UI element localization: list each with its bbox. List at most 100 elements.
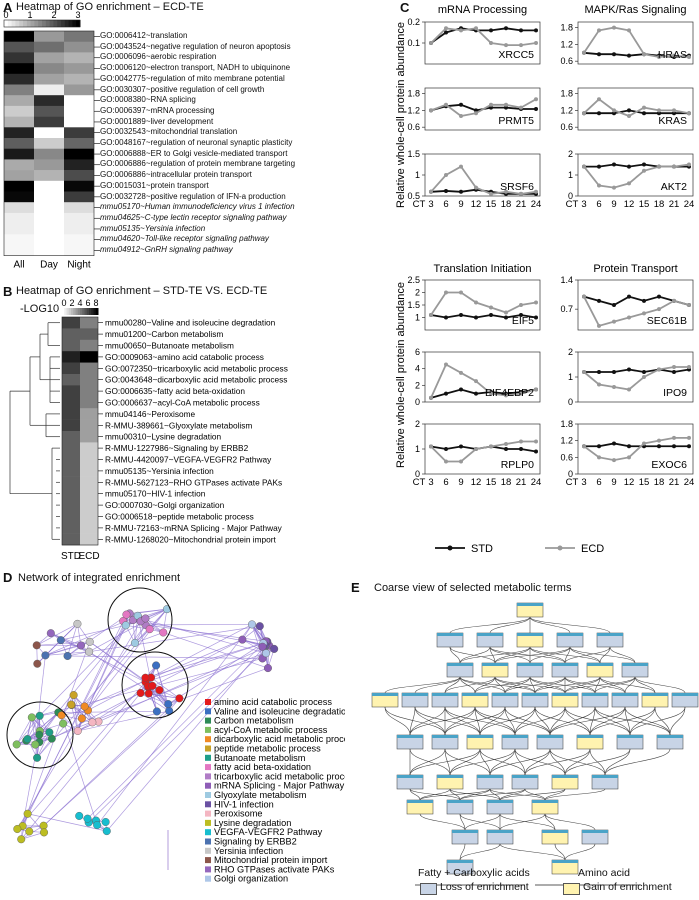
hierarchy-term-header (477, 633, 503, 636)
network-node (88, 718, 97, 727)
heatmap-b-cell (80, 419, 98, 432)
series-point-std (519, 447, 523, 451)
heatmap-a-cell (64, 41, 94, 53)
hierarchy-edge (504, 706, 551, 736)
y-tick-label: 1.2 (560, 436, 573, 446)
series-point-ecd (429, 41, 433, 45)
series-point-std (672, 111, 676, 116)
y-tick-label: 1 (415, 313, 420, 323)
heatmap-a-cell (64, 116, 94, 128)
scale-b-step (95, 308, 99, 315)
group-label-fatty-carboxylic: Fatty + Carboxylic acids (418, 867, 530, 879)
network-edge (36, 732, 50, 758)
series-point-std (534, 28, 538, 33)
hierarchy-edge (489, 646, 566, 664)
hierarchy-term-header (657, 735, 683, 738)
hierarchy-term-header (502, 735, 528, 738)
hierarchy-term-header (467, 735, 493, 738)
series-point-ecd (612, 385, 616, 389)
series-point-ecd (657, 367, 661, 372)
heatmap-a-cell (4, 73, 34, 85)
network-edge (137, 615, 158, 712)
network-node (17, 835, 26, 844)
hierarchy-term-header (597, 633, 623, 636)
hierarchy-edge (459, 788, 526, 801)
network-edge (140, 692, 170, 712)
hierarchy-edge (529, 676, 536, 694)
series-point-std (504, 26, 508, 31)
network-legend-swatch (205, 736, 211, 743)
hierarchy-edge (489, 748, 551, 776)
series-point-ecd (519, 43, 523, 48)
heatmap-a-cell (34, 245, 64, 256)
network-legend-swatch (205, 717, 211, 724)
hierarchy-edge (634, 676, 656, 694)
network-edge (88, 645, 270, 823)
series-point-ecd (474, 379, 478, 384)
series-point-std (642, 298, 646, 303)
scale-a-step (42, 20, 47, 27)
y-tick-label: 2 (415, 419, 420, 429)
hierarchy-edge (464, 813, 501, 831)
network-edge (87, 643, 264, 819)
scale-b-step (64, 308, 67, 315)
heatmap-a-row-label: GO:0042775~regulation of mito membrane p… (100, 73, 285, 83)
network-edge (43, 710, 170, 826)
series-point-ecd (597, 455, 601, 460)
network-legend-label: Signaling by ERBB2 (214, 837, 297, 847)
series-point-std (597, 164, 601, 169)
hierarchy-term-header (672, 693, 698, 696)
x-tick-label: 3 (428, 199, 433, 210)
network-legend-label: Butanoate metabolism (214, 753, 306, 763)
heatmap-a-cell (34, 170, 64, 182)
y-tick-label: 1.8 (560, 419, 573, 429)
heatmap-a-cell (4, 52, 34, 64)
y-tick-label: 1 (568, 372, 573, 382)
hierarchy-edge (514, 706, 566, 736)
network-edge (67, 613, 130, 657)
series-point-std (597, 370, 601, 374)
series-point-ecd (444, 459, 448, 464)
x-tick-label: 21 (516, 477, 527, 488)
x-tick-label: 15 (486, 199, 497, 210)
series-point-ecd (687, 303, 691, 307)
y-tick-label: 2 (568, 149, 573, 159)
network-node (59, 719, 68, 728)
series-point-ecd (504, 393, 508, 398)
series-point-ecd (504, 189, 508, 194)
heatmap-b-cell (80, 351, 98, 363)
network-edge (27, 712, 59, 740)
heatmap-b-row-label: R-MMU-72163~mRNA Splicing - Major Pathwa… (105, 523, 283, 533)
network-node (39, 821, 48, 830)
network-edge (148, 693, 180, 699)
network-legend-label: Lysine degradation (214, 818, 291, 828)
y-tick-label: 1.5 (407, 149, 420, 159)
heatmap-a-cell (34, 73, 64, 85)
hierarchy-edge (479, 706, 536, 736)
hierarchy-edge (504, 706, 516, 736)
heatmap-a-cell (34, 52, 64, 64)
series-point-ecd (429, 189, 433, 194)
network-edge (155, 665, 169, 705)
hierarchy-edge (444, 706, 516, 736)
hierarchy-edge (474, 676, 496, 694)
network-node (76, 641, 85, 650)
hierarchy-edge (534, 676, 601, 694)
hierarchy-edge (459, 646, 491, 664)
heatmap-b-cell (80, 510, 98, 523)
heatmap-a-cell (34, 223, 64, 235)
y-tick-label: 1.8 (407, 89, 420, 99)
scale-a-step (30, 20, 35, 27)
series-point-std (444, 188, 448, 193)
panel-e-hierarchy (371, 602, 699, 886)
heatmap-a-row-label: mmu04912~GnRH signaling pathway (100, 245, 233, 254)
heatmap-a-cell (4, 202, 34, 214)
hierarchy-edge (564, 748, 631, 776)
series-point-ecd (642, 441, 646, 446)
heatmap-b-cell (80, 453, 98, 466)
series-point-ecd (444, 26, 448, 31)
heatmap-a-cell (4, 223, 34, 235)
heatmap-b-cell (62, 499, 80, 512)
network-edge (145, 642, 264, 679)
